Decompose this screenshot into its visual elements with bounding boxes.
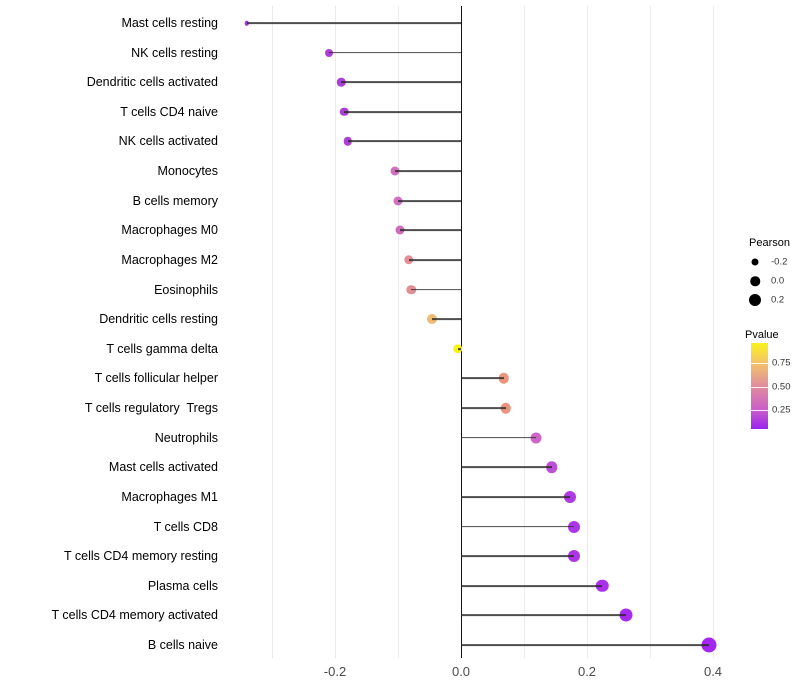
color-legend-title: Pvalue [745, 329, 779, 341]
lollipop-dot [530, 432, 542, 444]
x-tick-label: 0.0 [451, 664, 471, 679]
lollipop-stem [394, 170, 461, 172]
lollipop-stem [461, 525, 574, 528]
lollipop-stem [461, 584, 603, 587]
lollipop-dot [619, 608, 633, 622]
colorbar-tick [751, 387, 768, 388]
lollipop-dot [567, 520, 580, 533]
lollipop-stem [461, 377, 504, 380]
gridline [335, 6, 336, 658]
size-legend-dot [751, 258, 759, 266]
row-label: Mast cells activated [108, 460, 218, 475]
lollipop-stem [461, 555, 574, 558]
lollipop-stem [399, 229, 461, 232]
row-label: B cells memory [132, 193, 218, 208]
size-legend-label: 0.2 [771, 294, 785, 306]
lollipop-stem [347, 140, 461, 143]
lollipop-stem [457, 347, 461, 350]
colorbar-tick [751, 363, 768, 364]
lollipop-stem [432, 318, 461, 321]
size-legend-label: 0.0 [771, 275, 785, 287]
row-label: NK cells resting [131, 45, 218, 60]
row-label: Macrophages M2 [121, 252, 218, 267]
row-label: NK cells activated [118, 134, 218, 149]
lollipop-stem [461, 644, 710, 646]
row-label: Eosinophils [154, 282, 218, 297]
row-label: T cells CD4 naive [120, 104, 218, 119]
lollipop-stem [344, 110, 461, 113]
gridline [587, 6, 588, 658]
size-legend-label: -0.2 [771, 256, 788, 268]
lollipop-dot [563, 490, 576, 503]
row-label: T cells CD8 [153, 519, 218, 534]
row-label: T cells CD4 memory resting [64, 549, 218, 564]
colorbar-tick [751, 410, 768, 411]
lollipop-stem [461, 466, 552, 469]
row-label: T cells CD4 memory activated [51, 608, 219, 623]
colorbar-label: 0.50 [772, 381, 791, 393]
size-legend-dot [750, 276, 760, 286]
row-label: T cells follicular helper [94, 371, 218, 386]
row-label: B cells naive [147, 638, 218, 653]
x-tick-label: 0.4 [703, 664, 723, 679]
gridline [272, 6, 273, 658]
lollipop-stem [398, 199, 461, 202]
x-tick-label: 0.2 [577, 664, 597, 679]
size-legend-title: Pearson [749, 237, 790, 249]
row-label: Macrophages M0 [121, 223, 218, 238]
colorbar-label: 0.25 [772, 404, 791, 416]
lollipop-stem [461, 496, 570, 498]
lollipop-stem [246, 22, 461, 24]
zero-reference-line [461, 6, 463, 658]
lollipop-stem [341, 81, 461, 84]
lollipop-dot [595, 579, 609, 593]
row-label: T cells regulatory Tregs [84, 401, 218, 416]
row-label: Mast cells resting [121, 16, 218, 30]
lollipop-stem [411, 288, 461, 291]
gridline [650, 6, 651, 658]
lollipop-dot [498, 373, 510, 384]
gridline [398, 6, 399, 658]
row-label: Macrophages M1 [121, 489, 218, 504]
gridline [713, 6, 714, 658]
lollipop-stem [328, 51, 461, 54]
lollipop-stem [408, 259, 461, 261]
x-tick-label: -0.2 [323, 664, 347, 679]
lollipop-stem [461, 436, 536, 439]
row-label: Monocytes [157, 164, 218, 179]
row-label: Dendritic cells resting [99, 312, 218, 327]
row-label: Plasma cells [147, 578, 218, 593]
size-legend-dot [749, 294, 761, 306]
lollipop-stem [461, 407, 506, 409]
pvalue-colorbar [751, 343, 768, 429]
colorbar-label: 0.75 [772, 357, 791, 369]
lollipop-dot [500, 402, 511, 414]
row-label: T cells gamma delta [106, 341, 218, 356]
gridline [524, 6, 525, 658]
lollipop-dot [545, 461, 558, 474]
row-label: Dendritic cells activated [86, 75, 218, 90]
lollipop-dot [701, 637, 717, 653]
row-label: Neutrophils [154, 430, 218, 445]
lollipop-dot [567, 550, 580, 563]
lollipop-stem [461, 614, 627, 617]
